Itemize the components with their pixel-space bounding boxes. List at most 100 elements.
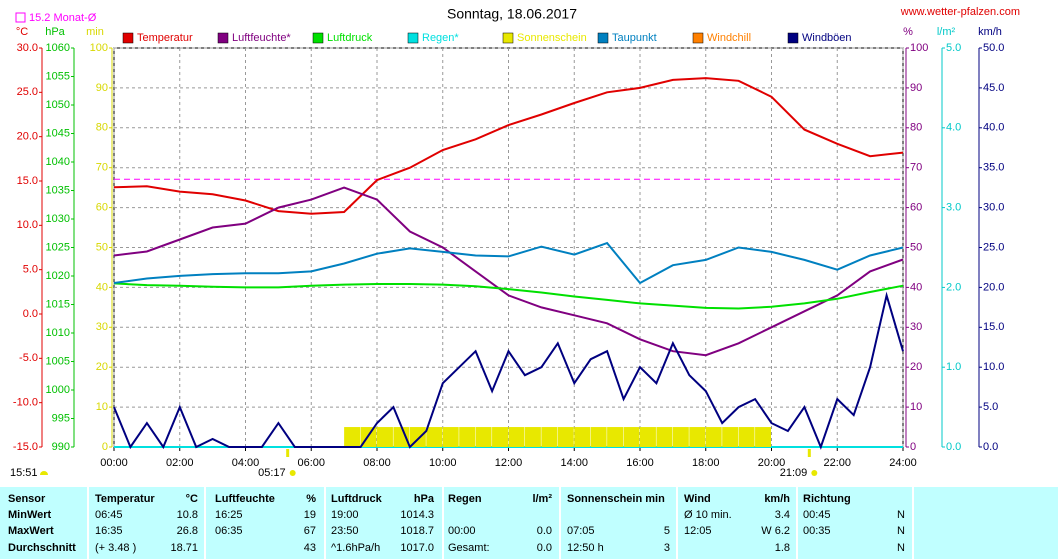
y-tick-label: 20.0 [17, 131, 38, 143]
table-cell: Wind [684, 493, 711, 505]
table-cell: 00:35 [803, 525, 831, 537]
table-cell: Ø 10 min. [684, 509, 732, 521]
y-tick-label: 1005 [46, 355, 70, 367]
table-cell: Gesamt: [448, 542, 490, 554]
y-tick-label: 1015 [46, 298, 70, 310]
y-tick-label: 0 [102, 441, 108, 453]
y-tick-label: 995 [52, 412, 70, 424]
table-cell: 00:45 [803, 509, 831, 521]
y-tick-label: 30.0 [983, 202, 1004, 214]
monthly-average-icon [15, 12, 26, 23]
x-tick-label: 06:00 [297, 457, 325, 469]
y-tick-label: 1.0 [946, 361, 961, 373]
y-tick-label: 60 [910, 202, 922, 214]
y-tick-label: 2.0 [946, 281, 961, 293]
table-cell: 1.8 [775, 542, 790, 554]
table-cell: 3 [664, 542, 670, 554]
series-line [113, 291, 904, 450]
x-tick-label: 08:00 [363, 457, 391, 469]
axis-unit: km/h [978, 26, 1002, 38]
series-line [113, 241, 904, 285]
y-tick-label: 5.0 [23, 264, 38, 276]
bar [672, 427, 689, 447]
moon-icon [40, 471, 48, 475]
table-cell: 07:05 [567, 525, 595, 537]
table-cell: Sensor [8, 493, 46, 505]
y-tick-label: 10.0 [983, 361, 1004, 373]
y-tick-label: 80 [910, 122, 922, 134]
y-tick-label: 1025 [46, 241, 70, 253]
table-cell: km/h [764, 493, 790, 505]
legend-label: Luftdruck [327, 32, 373, 44]
table-cell: 19:00 [331, 509, 359, 521]
table-cell: (+ 3.48 ) [95, 542, 136, 554]
monthly-average-label: 15.2 Monat-Ø [29, 12, 97, 24]
table-cell: Richtung [803, 493, 851, 505]
y-tick-label: 5.0 [983, 401, 998, 413]
y-tick-label: 25.0 [983, 241, 1004, 253]
y-tick-label: 20.0 [983, 281, 1004, 293]
y-tick-label: 10.0 [17, 219, 38, 231]
x-tick-label: 04:00 [232, 457, 260, 469]
table-bg [0, 487, 1058, 559]
legend-swatch [217, 32, 229, 44]
y-tick-label: 20 [96, 361, 108, 373]
y-tick-label: 50.0 [983, 42, 1004, 54]
y-tick-label: 90 [96, 82, 108, 94]
y-tick-label: 3.0 [946, 202, 961, 214]
y-tick-label: 15.0 [983, 321, 1004, 333]
table-cell: N [897, 509, 905, 521]
table-cell: 67 [304, 525, 316, 537]
legend-label: Taupunkt [612, 32, 657, 44]
legend-label: Temperatur [137, 32, 193, 44]
bar [574, 427, 591, 447]
x-tick-label: 18:00 [692, 457, 720, 469]
y-tick-label: 90 [910, 82, 922, 94]
y-tick-label: 100 [910, 42, 928, 54]
x-tick-label: 20:00 [758, 457, 786, 469]
legend-swatch [502, 32, 514, 44]
y-tick-label: 1020 [46, 270, 70, 282]
y-tick-label: 0.0 [983, 441, 998, 453]
bar [607, 427, 624, 447]
table-cell: 26.8 [177, 525, 198, 537]
axis-unit: °C [16, 26, 28, 38]
legend-swatch [312, 32, 324, 44]
legend-swatch [692, 32, 704, 44]
x-tick-label: 00:00 [100, 457, 128, 469]
sun-time: 05:17 [258, 467, 286, 479]
y-tick-label: 1035 [46, 184, 70, 196]
table-cell: 0.0 [537, 542, 552, 554]
y-tick-label: 80 [96, 122, 108, 134]
table-cell: Durchschnitt [8, 542, 76, 554]
table-cell: 3.4 [775, 509, 790, 521]
x-tick-label: 02:00 [166, 457, 194, 469]
bar [344, 427, 361, 447]
axis-unit: min [86, 26, 104, 38]
table-cell: °C [186, 493, 198, 505]
x-tick-label: 10:00 [429, 457, 457, 469]
series-line [113, 77, 904, 215]
x-tick-label: 24:00 [889, 457, 917, 469]
bar [377, 427, 393, 447]
y-tick-label: -10.0 [13, 397, 38, 409]
y-tick-label: 0 [910, 441, 916, 453]
legend-swatch [122, 32, 134, 44]
table-cell: 0.0 [537, 525, 552, 537]
y-tick-label: 50 [910, 241, 922, 253]
bar [459, 427, 476, 447]
legend-label: Regen* [422, 32, 459, 44]
y-tick-label: 70 [96, 162, 108, 174]
table-cell: 16:35 [95, 525, 123, 537]
bar [590, 427, 607, 447]
y-tick-label: 45.0 [983, 82, 1004, 94]
y-tick-label: 0.0 [23, 308, 38, 320]
table-cell: 5 [664, 525, 670, 537]
bar [492, 427, 508, 447]
table-cell: MaxWert [8, 525, 54, 537]
series-line [113, 186, 904, 357]
legend-swatch [597, 32, 609, 44]
axis-unit: l/m² [937, 26, 956, 38]
axis-unit: hPa [45, 26, 65, 38]
